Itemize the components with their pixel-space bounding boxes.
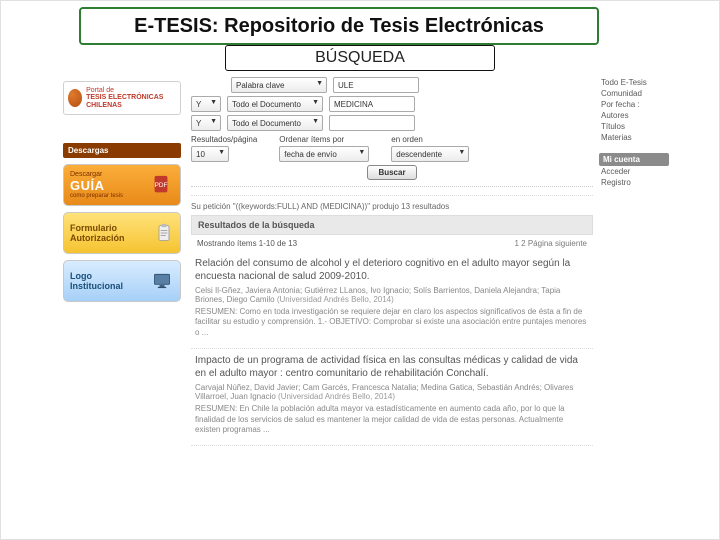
portal-line2: TESIS ELECTRÓNICAS CHILENAS [86, 94, 176, 109]
cuenta-item[interactable]: Registro [599, 177, 669, 188]
rpp-select[interactable]: 10 [191, 146, 229, 162]
listar-list: Todo E-Tesis Comunidad Por fecha : Autor… [599, 77, 669, 143]
micuenta-heading: Mi cuenta [599, 153, 669, 166]
field-select-3[interactable]: Todo el Documento [227, 115, 323, 131]
orderby-label: Ordenar ítems por [279, 135, 369, 144]
value-input-3[interactable] [329, 115, 415, 131]
logo-button[interactable]: Logo Institucional [63, 260, 181, 302]
slide-title-text: E-TESIS: Repositorio de Tesis Electrónic… [134, 15, 544, 37]
result-title[interactable]: Relación del consumo de alcohol y el det… [195, 258, 589, 283]
listar-item[interactable]: Todo E-Tesis [599, 77, 669, 88]
guia-big: GUÍA [70, 178, 142, 193]
result-source: (Universidad Andrés Bello, 2014) [278, 392, 395, 401]
op-select-2[interactable]: Y [191, 96, 221, 112]
formulario-label: Formulario Autorización [70, 223, 148, 243]
search-options-row: Resultados/página 10 Ordenar ítems por f… [191, 135, 593, 162]
guia-small2: como preparar tesis [70, 193, 142, 199]
descargas-heading: Descargas [63, 143, 181, 158]
listar-item[interactable]: Títulos [599, 121, 669, 132]
field-select-2[interactable]: Todo el Documento [227, 96, 323, 112]
result-meta: Carvajal Núñez, David Javier; Cam Garcés… [195, 383, 589, 401]
field-select-1[interactable]: Palabra clave [231, 77, 327, 93]
pagination[interactable]: 1 2 Página siguiente [515, 239, 588, 248]
listar-item[interactable]: Autores [599, 110, 669, 121]
value-input-2[interactable]: MEDICINA [329, 96, 415, 112]
result-meta: Celsi Il-Gñez, Javiera Antonia; Gutiérre… [195, 286, 589, 304]
value-input-1[interactable]: ULE [333, 77, 419, 93]
pdf-icon: PDF [148, 172, 174, 198]
portal-banner[interactable]: Portal de TESIS ELECTRÓNICAS CHILENAS [63, 81, 181, 115]
right-column: Todo E-Tesis Comunidad Por fecha : Autor… [599, 77, 669, 533]
search-row-2: Y Todo el Documento MEDICINA [191, 96, 593, 112]
slide-subtitle: BÚSQUEDA [225, 45, 495, 71]
result-abstract: RESUMEN: Como en toda investigación se r… [195, 307, 589, 338]
search-row-3: Y Todo el Documento [191, 115, 593, 131]
rpp-label: Resultados/página [191, 135, 257, 144]
guia-small1: Descargar [70, 171, 142, 178]
search-form: Palabra clave ULE Y Todo el Documento ME… [191, 77, 593, 187]
op-select-3[interactable]: Y [191, 115, 221, 131]
logo-label: Logo Institucional [70, 271, 143, 291]
results-header: Resultados de la búsqueda [191, 215, 593, 235]
result-item: Relación del consumo de alcohol y el det… [191, 252, 593, 349]
repository-page: Portal de TESIS ELECTRÓNICAS CHILENAS De… [63, 77, 669, 533]
left-column: Portal de TESIS ELECTRÓNICAS CHILENAS De… [63, 77, 185, 533]
formulario-button[interactable]: Formulario Autorización [63, 212, 181, 254]
order-select[interactable]: descendente [391, 146, 469, 162]
clipboard-icon [154, 220, 174, 246]
center-column: Palabra clave ULE Y Todo el Documento ME… [191, 77, 593, 533]
listar-item[interactable]: Comunidad [599, 88, 669, 99]
portal-text: Portal de TESIS ELECTRÓNICAS CHILENAS [86, 87, 176, 109]
orderby-select[interactable]: fecha de envío [279, 146, 369, 162]
search-row-1: Palabra clave ULE [191, 77, 593, 93]
monitor-icon [149, 268, 174, 294]
cuenta-list: Acceder Registro [599, 166, 669, 188]
result-title[interactable]: Impacto de un programa de actividad físi… [195, 355, 589, 380]
buscar-button[interactable]: Buscar [367, 165, 416, 180]
svg-text:PDF: PDF [155, 182, 168, 189]
results-subheader: Mostrando ítems 1-10 de 13 1 2 Página si… [191, 235, 593, 252]
slide-title-box: E-TESIS: Repositorio de Tesis Electrónic… [79, 7, 599, 45]
download-guia-button[interactable]: Descargar GUÍA como preparar tesis PDF [63, 164, 181, 206]
listar-item[interactable]: Por fecha : [599, 99, 669, 110]
result-item: Impacto de un programa de actividad físi… [191, 349, 593, 446]
result-abstract: RESUMEN: En Chile la población adulta ma… [195, 404, 589, 435]
listar-item[interactable]: Materias [599, 132, 669, 143]
result-source: (Universidad Andrés Bello, 2014) [277, 295, 394, 304]
order-label: en orden [391, 135, 469, 144]
results-showing: Mostrando ítems 1-10 de 13 [197, 239, 297, 248]
slide-title: E-TESIS: Repositorio de Tesis Electrónic… [134, 15, 544, 38]
globe-icon [68, 89, 82, 107]
results-message: Su petición "((keywords:FULL) AND (MEDIC… [191, 195, 593, 211]
cuenta-item[interactable]: Acceder [599, 166, 669, 177]
